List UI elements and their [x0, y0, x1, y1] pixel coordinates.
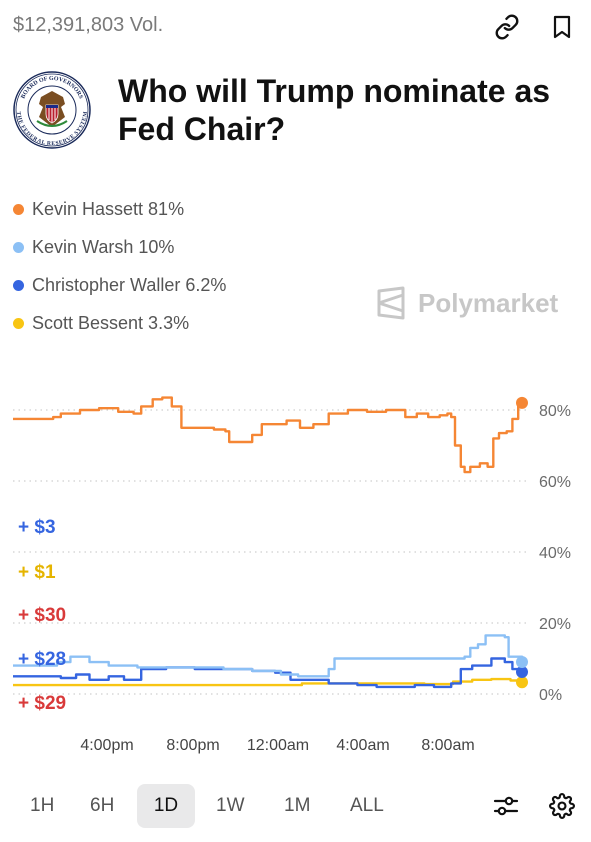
y-tick-label: 40%	[539, 545, 571, 562]
legend-dot	[13, 279, 24, 291]
bet-activity-label: + $3	[18, 517, 56, 538]
series-endpoint-kevin-hassett	[516, 396, 528, 409]
legend-dot	[13, 317, 24, 329]
link-icon[interactable]	[489, 9, 525, 45]
legend-item-waller: Christopher Waller 6.2%	[13, 266, 226, 304]
bet-activity-label: + $29	[18, 693, 67, 714]
series-endpoint-kevin-warsh	[516, 656, 528, 669]
range-1m-button[interactable]: 1M	[284, 795, 311, 816]
y-tick-label: 80%	[539, 403, 571, 420]
x-tick-label: 4:00pm	[80, 737, 133, 754]
bet-activity-label: + $28	[18, 649, 67, 670]
series-endpoint-christopher-waller	[516, 665, 528, 678]
range-1w-button[interactable]: 1W	[216, 795, 245, 816]
x-tick-label: 8:00am	[421, 737, 474, 754]
range-1d-button[interactable]: 1D	[137, 784, 195, 828]
legend-label: Scott Bessent 3.3%	[32, 312, 190, 333]
legend-dot	[13, 203, 24, 215]
range-6h-button[interactable]: 6H	[90, 795, 115, 816]
y-tick-label: 20%	[539, 616, 571, 633]
legend-item-hassett: Kevin Hassett 81%	[13, 190, 226, 228]
legend-item-warsh: Kevin Warsh 10%	[13, 228, 226, 266]
y-tick-label: 0%	[539, 687, 562, 704]
market-title: Who will Trump nominate as Fed Chair?	[118, 73, 551, 147]
series-line-kevin-hassett	[13, 396, 524, 474]
x-tick-label: 12:00am	[247, 737, 309, 754]
bet-activity-label: + $30	[18, 605, 67, 626]
legend-label: Christopher Waller 6.2%	[32, 274, 227, 295]
x-tick-label: 4:00am	[336, 737, 389, 754]
y-tick-label: 60%	[539, 474, 571, 491]
price-chart[interactable]: 80% 60% 40% 20% 0% 4:00pm 8:00pm 12:00am 4:00am 8…	[0, 380, 591, 760]
sliders-icon[interactable]	[490, 790, 522, 822]
legend-dot	[13, 241, 24, 253]
range-all-button[interactable]: ALL	[350, 795, 384, 816]
bookmark-icon[interactable]	[544, 9, 580, 45]
legend-label: Kevin Hassett 81%	[32, 198, 185, 219]
federal-reserve-seal-icon: BOARD OF GOVERNORS THE FEDERAL RESERVE S…	[13, 71, 91, 149]
polymarket-logo-icon	[377, 286, 405, 320]
outcome-legend: Kevin Hassett 81% Kevin Warsh 10% Christ…	[13, 190, 226, 342]
chart-toolbar: 1H 6H 1D 1W 1M ALL	[0, 784, 591, 828]
gear-icon[interactable]	[546, 790, 578, 822]
series-endpoint-scott-bessent	[516, 676, 528, 689]
range-1h-button[interactable]: 1H	[30, 795, 55, 816]
legend-label: Kevin Warsh 10%	[32, 236, 175, 257]
x-tick-label: 8:00pm	[166, 737, 219, 754]
bet-activity-label: + $1	[18, 562, 56, 583]
legend-item-bessent: Scott Bessent 3.3%	[13, 304, 226, 342]
polymarket-watermark: Polymarket	[376, 286, 558, 320]
series-line-christopher-waller	[13, 657, 524, 689]
series-line-kevin-warsh	[13, 634, 524, 678]
watermark-text: Polymarket	[418, 287, 559, 318]
volume-label: $12,391,803 Vol.	[13, 14, 164, 36]
market-header: $12,391,803 Vol.	[0, 0, 591, 56]
